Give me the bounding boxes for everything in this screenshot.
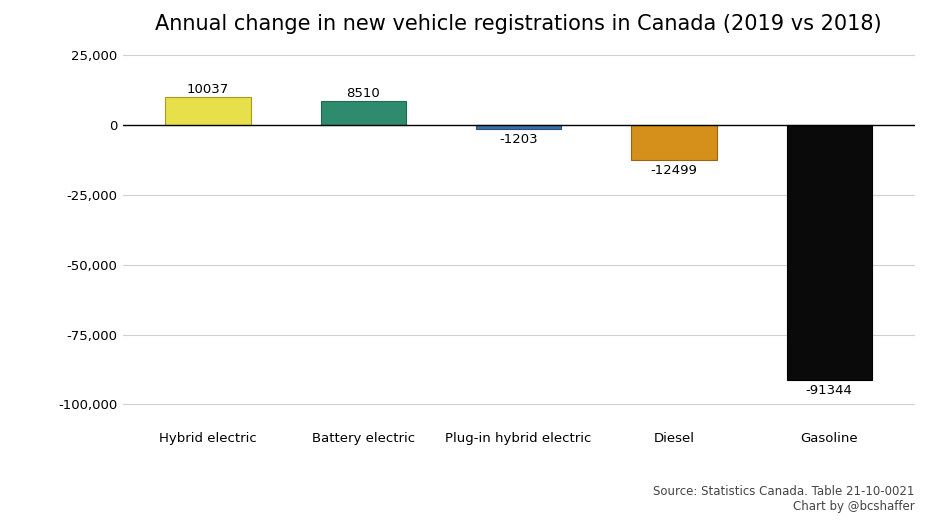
Bar [631,125,717,160]
Text: -91344: -91344 [806,384,852,397]
Title: Annual change in new vehicle registrations in Canada (2019 vs 2018): Annual change in new vehicle registratio… [156,15,882,35]
Text: -12499: -12499 [651,164,698,177]
Text: Source: Statistics Canada. Table 21-10-0021
Chart by @bcshaffer: Source: Statistics Canada. Table 21-10-0… [653,484,915,513]
Bar [476,125,561,129]
Bar [786,125,872,380]
Bar [165,97,251,125]
Bar [321,101,406,125]
Text: 8510: 8510 [346,87,380,100]
Text: 10037: 10037 [187,83,229,96]
Text: -1203: -1203 [500,133,538,146]
